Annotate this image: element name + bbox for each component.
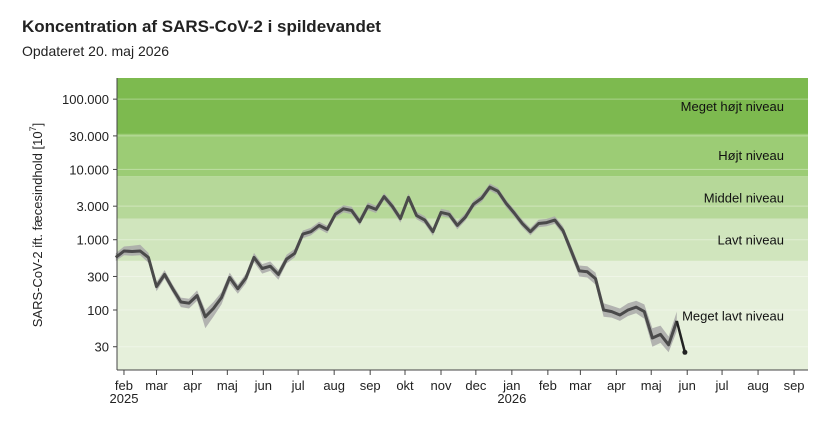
- chart-title: Koncentration af SARS-CoV-2 i spildevand…: [22, 17, 381, 36]
- y-axis-label-close: ]: [30, 123, 45, 127]
- gridlines: [117, 98, 808, 348]
- zone-band: [117, 176, 808, 219]
- x-tick-label: feb: [539, 378, 557, 393]
- x-tick-label: apr: [607, 378, 626, 393]
- chart-subtitle: Opdateret 20. maj 2026: [22, 43, 170, 59]
- zone-label: Meget lavt niveau: [682, 308, 784, 323]
- x-tick-label: mar: [569, 378, 592, 393]
- x-tick-label: okt: [396, 378, 414, 393]
- zone-label: Meget højt niveau: [681, 99, 784, 114]
- y-tick-label: 30.000: [69, 129, 109, 144]
- x-tick-label: jan: [502, 378, 520, 393]
- x-tick-label: feb: [115, 378, 133, 393]
- x-year-label: 2025: [110, 391, 139, 406]
- zone-label: Højt niveau: [718, 148, 784, 163]
- x-tick-label: maj: [217, 378, 238, 393]
- y-tick-label: 300: [87, 269, 109, 284]
- y-axis-label: SARS-CoV-2 ift. fæcesindhold [107]: [28, 123, 45, 327]
- y-axis-label-exponent: 7: [28, 126, 38, 131]
- x-tick-label: apr: [183, 378, 202, 393]
- x-tick-label: dec: [465, 378, 486, 393]
- x-year-label: 2026: [497, 391, 526, 406]
- zone-band: [117, 133, 808, 177]
- zone-label: Middel niveau: [704, 190, 784, 205]
- y-tick-label: 10.000: [69, 162, 109, 177]
- x-tick-label: mar: [145, 378, 168, 393]
- y-axis: 30 100 300 1.000 3.000 10.000 30.000 100.000: [62, 78, 118, 370]
- x-tick-label: sep: [784, 378, 805, 393]
- x-tick-label: sep: [360, 378, 381, 393]
- x-tick-label: jun: [678, 378, 696, 393]
- level-zones: [117, 78, 808, 370]
- x-tick-label: aug: [323, 378, 345, 393]
- y-axis-label-main: SARS-CoV-2 ift. fæcesindhold [10: [30, 131, 45, 327]
- x-tick-label: nov: [431, 378, 452, 393]
- zone-band: [117, 218, 808, 261]
- x-tick-label: maj: [641, 378, 662, 393]
- y-tick-label: 100.000: [62, 92, 109, 107]
- zone-band: [117, 78, 808, 134]
- x-tick-label: aug: [747, 378, 769, 393]
- series-line-latest: [675, 320, 687, 353]
- x-tick-label: jul: [291, 378, 305, 393]
- zone-labels: Meget lavt niveau Lavt niveau Middel nivea…: [681, 99, 784, 323]
- zone-label: Lavt niveau: [718, 233, 785, 248]
- series-line-main: [114, 185, 679, 347]
- x-tick-label: jun: [254, 378, 272, 393]
- y-tick-label: 1.000: [76, 233, 109, 248]
- y-tick-label: 30: [95, 340, 109, 355]
- x-tick-label: jul: [715, 378, 729, 393]
- y-tick-label: 3.000: [76, 199, 109, 214]
- latest-point-marker: [682, 349, 688, 355]
- series-lines: [114, 185, 688, 355]
- y-tick-label: 100: [87, 303, 109, 318]
